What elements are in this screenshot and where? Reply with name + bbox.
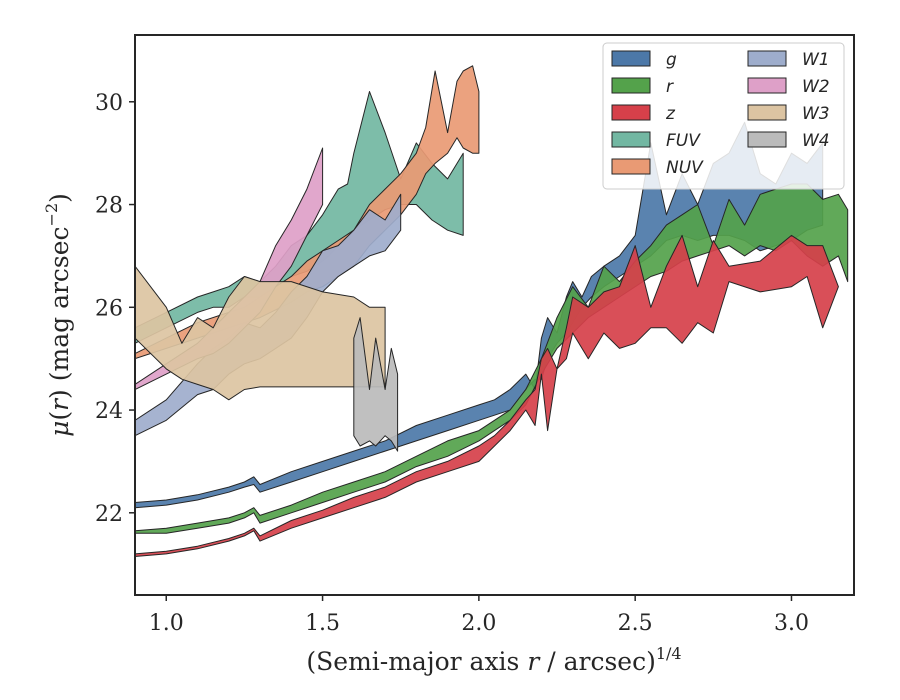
legend-label-w3: W3 [802, 104, 830, 124]
legend-swatch-z [611, 104, 651, 121]
legend-swatch-fuv [611, 131, 651, 148]
x-tick-label: 3.0 [774, 611, 809, 636]
legend-swatch-nuv [611, 158, 651, 175]
legend-label-fuv: FUV [666, 131, 701, 151]
band-r [135, 183, 849, 534]
x-tick-label: 1.0 [149, 611, 184, 636]
legend-swatch-w2 [747, 77, 787, 94]
y-tick-label: 28 [95, 194, 123, 219]
legend-label-g: g [666, 50, 677, 70]
legend-label-z: z [665, 104, 676, 124]
x-axis-label: (Semi-major axis r / arcsec)1/4 [306, 644, 681, 676]
band-w4 [353, 317, 399, 452]
y-tick-label: 22 [95, 502, 123, 527]
y-axis-label: μ(r) (mag arcsec−2) [42, 193, 74, 437]
legend-label-w4: W4 [802, 131, 830, 151]
band-w3 [135, 265, 386, 401]
legend-swatch-w4 [747, 131, 787, 148]
axis-ticks: 1.0 1.5 2.0 2.5 3.0 22 24 26 28 30 [95, 91, 809, 636]
y-tick-label: 24 [95, 399, 123, 424]
plot-frame [134, 34, 855, 596]
legend-swatch-w1 [747, 50, 787, 67]
band-z [135, 234, 839, 557]
legend-swatch-g [611, 50, 651, 67]
legend-swatch-r [611, 77, 651, 94]
x-tick-label: 1.5 [305, 611, 340, 636]
legend-label-nuv: NUV [666, 158, 704, 178]
legend-label-r: r [666, 77, 674, 97]
y-tick-label: 30 [95, 91, 123, 116]
legend-label-w2: W2 [802, 77, 830, 97]
legend-label-w1: W1 [802, 50, 830, 70]
y-tick-label: 26 [95, 296, 123, 321]
legend-swatch-w3 [747, 104, 787, 121]
x-tick-label: 2.0 [461, 611, 496, 636]
legend: grz FUV NUV W1 W2 W3 W4 [602, 42, 845, 190]
x-tick-label: 2.5 [618, 611, 653, 636]
series-bands [135, 65, 849, 557]
